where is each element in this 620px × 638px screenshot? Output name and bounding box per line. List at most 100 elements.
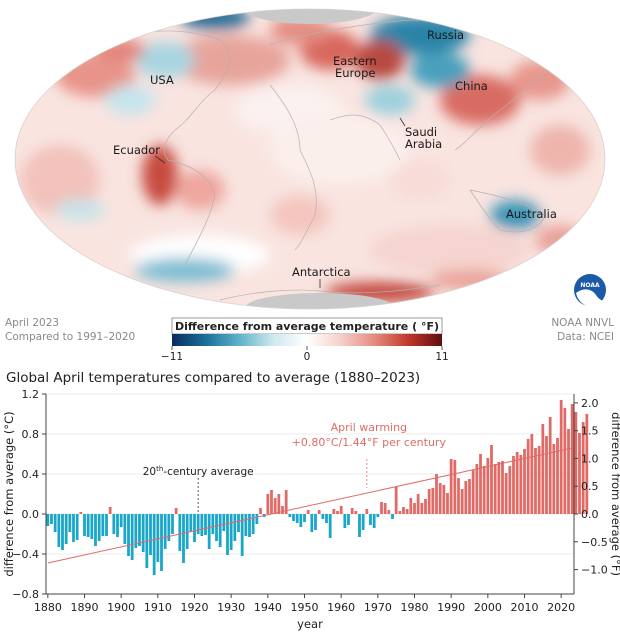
bar-1983	[424, 499, 427, 514]
bar-1987	[438, 483, 442, 514]
bar-1885	[64, 514, 68, 544]
y-tick-label-right: −1.0	[581, 564, 608, 577]
bar-1881	[50, 514, 53, 524]
bar-2001	[490, 445, 493, 514]
x-tick-label: 1980	[401, 601, 429, 614]
bar-2016	[545, 436, 548, 514]
bar-2014	[537, 446, 541, 514]
bar-1974	[391, 514, 394, 519]
bar-2019	[556, 438, 559, 514]
label-antarctica: Antarctica	[292, 265, 351, 279]
bar-1916	[178, 514, 182, 551]
bar-1973	[387, 510, 391, 514]
bar-2026	[581, 422, 585, 514]
bar-1927	[218, 514, 222, 547]
noaa-logo-text: NOAA	[580, 282, 600, 289]
x-tick-label: 1970	[364, 601, 392, 614]
bar-1941	[270, 490, 273, 514]
bar-1905	[138, 514, 141, 546]
bar-2023	[570, 404, 574, 514]
bar-1947	[292, 514, 295, 521]
label-usa: USA	[150, 73, 174, 87]
bar-2022	[567, 429, 570, 514]
bar-1930	[229, 514, 233, 550]
south-pole-cap	[245, 293, 395, 309]
bar-1890	[83, 514, 86, 536]
bar-1977	[402, 507, 405, 514]
bar-2021	[563, 408, 567, 514]
x-tick-label: 1880	[34, 601, 62, 614]
y-tick-label-right: 2.0	[581, 397, 599, 410]
x-tick-label: 2020	[547, 601, 575, 614]
bar-1961	[343, 514, 347, 528]
bar-1965	[358, 514, 361, 537]
bar-1949	[299, 514, 303, 527]
bar-2005	[504, 473, 508, 514]
bar-1972	[383, 503, 387, 514]
bar-1944	[281, 506, 284, 514]
y-tick-label-left: 0.4	[22, 468, 40, 481]
bar-1989	[446, 493, 449, 514]
bar-1908	[149, 514, 152, 555]
bar-1988	[442, 485, 446, 514]
bar-1923	[204, 514, 207, 535]
bar-2024	[574, 412, 578, 514]
bar-1897	[108, 507, 112, 514]
bar-1919	[189, 514, 193, 532]
label-china: China	[455, 79, 488, 93]
bar-1994	[464, 481, 468, 514]
bar-1970	[376, 514, 380, 517]
bar-2025	[578, 433, 581, 514]
bar-1921	[196, 514, 200, 534]
x-tick-label: 2000	[474, 601, 502, 614]
bar-1980	[413, 503, 416, 514]
bar-1911	[160, 514, 163, 571]
bar-1978	[405, 509, 409, 514]
bar-2006	[508, 466, 512, 514]
chart-title: Global April temperatures compared to av…	[6, 370, 421, 386]
bar-1929	[226, 514, 229, 555]
map-data-source: Data: NCEI	[557, 331, 614, 343]
bar-2002	[493, 464, 497, 514]
bar-1880	[46, 514, 50, 526]
y-axis-title-left: difference from average (°C)	[2, 411, 16, 576]
bar-chart: −0.8 −0.4 0.0 0.4 0.8 1.2 −1.0 −0.5 0.0 0.5 1.0 1.5…	[2, 388, 620, 631]
bar-1926	[215, 514, 218, 541]
bar-2012	[530, 434, 534, 514]
y-tick-label-right: 0.5	[581, 480, 599, 493]
chart-annotations: 20th-century average April warming +0.80°C…	[47, 421, 573, 564]
bar-1915	[174, 508, 178, 514]
label-saudi-2: Arabia	[405, 137, 442, 151]
y-tick-label-right: 1.5	[581, 425, 599, 438]
y-tick-label-left: 0.8	[22, 428, 40, 441]
bar-1960	[339, 506, 343, 514]
bar-1982	[420, 503, 424, 514]
y-axis-title-right: difference from average (°F)	[609, 412, 620, 576]
bar-1913	[167, 514, 171, 541]
bar-2007	[512, 456, 515, 514]
bar-1936	[251, 514, 255, 534]
trend-label-line1: April warming	[331, 421, 407, 434]
bar-1910	[156, 514, 160, 562]
bar-2004	[501, 461, 504, 514]
x-tick-label: 1940	[254, 601, 282, 614]
bar-1992	[457, 478, 460, 514]
bar-1966	[361, 514, 365, 530]
bar-1920	[193, 514, 196, 542]
bar-1898	[112, 514, 116, 534]
bar-1886	[68, 514, 72, 532]
bar-2000	[486, 458, 490, 514]
bar-1963	[350, 508, 354, 514]
bar-1955	[321, 514, 325, 519]
average-label: 20th-century average	[143, 465, 254, 478]
bar-2013	[534, 448, 537, 514]
bar-1967	[365, 509, 369, 514]
colorbar-title: Difference from average temperature ( °F…	[175, 320, 439, 333]
x-tick-label: 1890	[71, 601, 99, 614]
bar-1945	[284, 490, 288, 514]
north-pole-cap	[240, 9, 380, 24]
bar-1951	[306, 510, 310, 514]
bar-2008	[515, 452, 519, 514]
bar-2010	[523, 449, 526, 514]
bar-1937	[255, 514, 259, 524]
